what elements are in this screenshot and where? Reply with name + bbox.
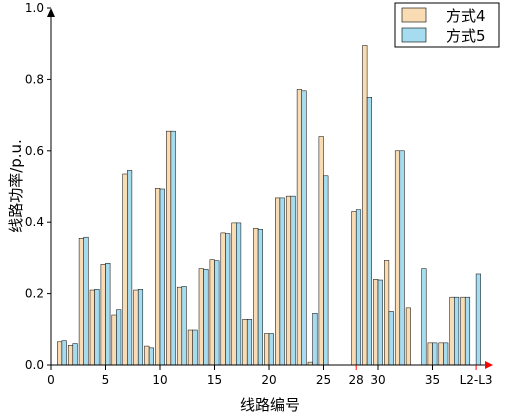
x-tick-label: 15 (207, 373, 222, 387)
bar-series-1-line-8 (133, 289, 139, 366)
bar-series-1-line-30 (373, 279, 379, 366)
bar-series-1-line-7 (122, 173, 128, 366)
bar-series-2-line-23 (301, 90, 307, 366)
y-tick-label: 0.8 (25, 72, 44, 86)
bar-series-2-line-19 (257, 229, 263, 366)
bar-series-1-line-12 (176, 286, 183, 366)
bar-series-2-line-35 (432, 342, 438, 366)
bar-series-2-line-2 (72, 343, 78, 366)
bar-series-1-line-25 (318, 136, 324, 366)
bar-series-1-line-37 (449, 296, 455, 366)
bar-series-1-line-19 (253, 228, 259, 366)
bar-series-2-line-6 (116, 309, 122, 366)
bar-series-1-line-13 (187, 329, 193, 366)
x-tick-label: 30 (370, 373, 385, 387)
bar-series-2-line-34 (421, 268, 427, 366)
bar-series-1-line-15 (209, 259, 215, 366)
bar-series-1-line-6 (111, 314, 117, 366)
bar-series-1-line-4 (89, 289, 95, 366)
x-tick-label: 28 (349, 373, 364, 387)
x-tick-label: 5 (102, 373, 110, 387)
bar-series-1-line-10 (155, 188, 161, 366)
bar-series-1-line-3 (78, 238, 84, 366)
bar-series-2-line-3 (83, 236, 89, 366)
bar-series-2-line-10 (159, 188, 165, 366)
bar-series-1-line-23 (296, 89, 302, 366)
bar-series-1-line-33 (405, 307, 411, 366)
bar-series-2-line-14 (203, 269, 209, 366)
x-tick-label: 25 (316, 373, 331, 387)
ticks-layer: 0.0 0.2 0.4 0.6 0.8 1.0 0 5 10 15 20 25 28 30 35 L2-L3 (25, 1, 493, 387)
y-tick-label: 1.0 (25, 1, 44, 15)
bar-series-1-line-36 (438, 342, 444, 366)
bar-series-2-line-4 (94, 289, 100, 366)
bar-series-1-line-2 (67, 345, 74, 366)
bar-series-1-line-1 (57, 341, 63, 366)
x-axis-title: 线路编号 (240, 396, 300, 414)
bar-series-2-line-18 (246, 319, 253, 366)
bars-layer (57, 45, 481, 366)
bar-series-2-line-22 (290, 195, 296, 366)
bar-series-2-line-17 (236, 222, 242, 366)
y-tick-label: 0.0 (25, 358, 44, 372)
bar-series-1-line-14 (198, 268, 204, 366)
bar-series-1-line-17 (231, 222, 237, 366)
bar-series-1-line-21 (275, 197, 281, 366)
bar-series-2-line-29 (366, 97, 372, 366)
bar-series-2-line-15 (214, 260, 220, 366)
bar-series-2-line-5 (105, 263, 111, 366)
bar-series-2-line-8 (137, 289, 144, 366)
x-axis-arrow-icon (485, 361, 493, 369)
bar-series-2-line-1 (61, 340, 67, 366)
bar-series-2-line-25 (323, 175, 329, 366)
x-tick-label: L2-L3 (460, 373, 493, 387)
x-tick-label: 10 (152, 373, 167, 387)
axes-layer (47, 8, 493, 369)
bar-series-2-line-9 (148, 347, 154, 366)
bar-series-2-line-11 (170, 130, 176, 366)
bar-series-2-line-28 (355, 209, 362, 366)
bar-series-2-line-37 (454, 296, 460, 366)
bar-series-1-line-35 (427, 342, 433, 366)
bar-series-1-line-38 (460, 296, 466, 366)
bar-series-2-line-39 (475, 273, 481, 366)
bar-series-2-line-20 (268, 333, 274, 366)
bar-series-2-line-31 (388, 311, 394, 366)
legend: 方式4 方式5 (394, 2, 500, 48)
bar-series-2-line-7 (127, 170, 133, 366)
bar-series-2-line-30 (377, 279, 383, 366)
bar-series-2-line-24 (312, 312, 318, 366)
y-axis-title: 线路功率/p.u. (7, 139, 25, 233)
bar-series-1-line-22 (285, 195, 292, 366)
bar-series-1-line-11 (166, 130, 172, 366)
bar-series-2-line-32 (399, 150, 405, 366)
bar-series-1-line-32 (394, 150, 401, 366)
x-tick-label: 0 (47, 373, 55, 387)
bar-series-1-line-31 (384, 260, 390, 366)
bar-series-2-line-13 (192, 329, 198, 366)
bar-series-1-line-16 (220, 232, 226, 366)
bar-series-1-line-18 (242, 319, 248, 366)
bar-series-2-line-38 (464, 296, 471, 366)
bar-series-2-line-36 (443, 342, 449, 366)
bar-series-1-line-9 (144, 345, 150, 366)
y-tick-label: 0.6 (25, 144, 44, 158)
x-tick-label: 35 (425, 373, 440, 387)
bar-series-2-line-12 (181, 286, 187, 366)
y-tick-label: 0.4 (25, 215, 44, 229)
bar-series-2-line-21 (279, 197, 285, 366)
bar-series-1-line-5 (100, 264, 106, 366)
legend-label-series-1: 方式4 (446, 7, 486, 25)
legend-label-series-2: 方式5 (446, 27, 486, 45)
bar-series-1-line-28 (351, 211, 357, 366)
y-axis-arrow-icon (47, 8, 55, 17)
bar-series-2-line-16 (225, 233, 231, 366)
bar-series-1-line-29 (362, 45, 368, 366)
bar-series-1-line-20 (264, 333, 270, 366)
y-tick-label: 0.2 (25, 287, 44, 301)
legend-swatch-series-2 (401, 27, 427, 43)
x-tick-label: 20 (261, 373, 276, 387)
legend-swatch-series-1 (401, 7, 427, 23)
